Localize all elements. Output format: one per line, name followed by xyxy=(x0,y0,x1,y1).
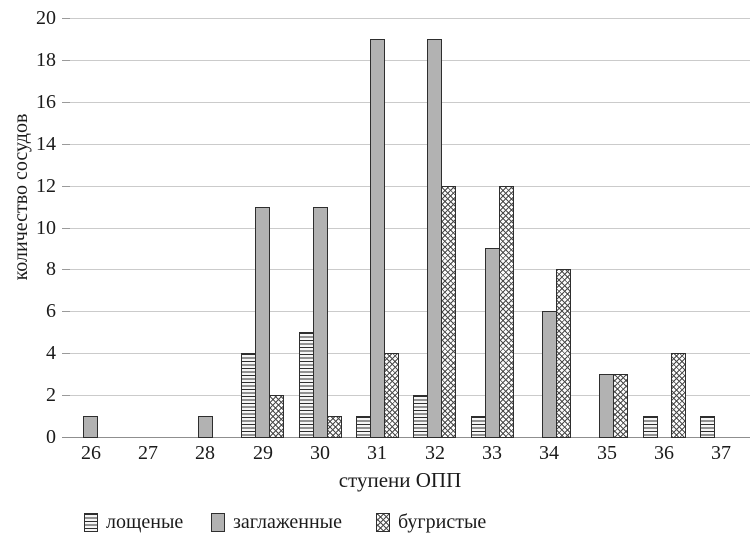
grid-line xyxy=(62,18,750,19)
x-tick-label: 31 xyxy=(367,442,387,464)
bar-cross-31 xyxy=(384,353,399,438)
grid-line xyxy=(62,395,750,396)
y-tick-mark xyxy=(62,18,70,19)
bar-stripes-31 xyxy=(356,416,371,438)
x-tick-label: 37 xyxy=(711,442,731,464)
bar-cross-36 xyxy=(671,353,686,438)
x-axis-line xyxy=(62,437,750,438)
cross-swatch-icon xyxy=(376,512,390,532)
grid-line xyxy=(62,311,750,312)
bar-solid-31 xyxy=(370,39,385,438)
bar-cross-33 xyxy=(499,186,514,438)
y-tick-label: 12 xyxy=(36,175,56,197)
solid-swatch-icon xyxy=(211,512,225,532)
grid-line xyxy=(62,144,750,145)
legend-item-loshchenye: лощеные xyxy=(84,511,183,533)
y-tick-mark xyxy=(62,186,70,187)
legend-label: лощеные xyxy=(106,511,184,533)
bar-stripes-29 xyxy=(241,353,256,438)
y-tick-label: 20 xyxy=(36,7,56,29)
bar-cross-32 xyxy=(441,186,456,438)
y-tick-label: 16 xyxy=(36,91,56,113)
bar-solid-26 xyxy=(83,416,98,438)
grid-line xyxy=(62,228,750,229)
y-tick-mark xyxy=(62,102,70,103)
y-tick-label: 6 xyxy=(46,300,56,322)
bar-stripes-32 xyxy=(413,395,428,438)
x-tick-label: 28 xyxy=(195,442,215,464)
bar-cross-29 xyxy=(269,395,284,438)
bar-cross-34 xyxy=(556,269,571,438)
x-tick-label: 33 xyxy=(482,442,502,464)
grid-line xyxy=(62,269,750,270)
bar-solid-33 xyxy=(485,248,500,438)
bar-cross-35 xyxy=(613,374,628,438)
y-tick-label: 8 xyxy=(46,258,56,280)
x-tick-label: 29 xyxy=(253,442,273,464)
x-tick-label: 36 xyxy=(654,442,674,464)
x-tick-label: 34 xyxy=(539,442,559,464)
y-tick-label: 10 xyxy=(36,217,56,239)
bar-solid-32 xyxy=(427,39,442,438)
legend-item-zaglazhennye: заглаженные xyxy=(211,511,342,533)
bar-solid-28 xyxy=(198,416,213,438)
legend-item-bugristye: бугристые xyxy=(376,511,486,533)
bar-stripes-30 xyxy=(299,332,314,438)
legend-label: заглаженные xyxy=(233,511,342,533)
bar-solid-34 xyxy=(542,311,557,438)
x-tick-label: 27 xyxy=(138,442,158,464)
x-tick-label: 30 xyxy=(310,442,330,464)
y-tick-label: 2 xyxy=(46,384,56,406)
y-tick-mark xyxy=(62,228,70,229)
bar-stripes-37 xyxy=(700,416,715,438)
y-tick-mark xyxy=(62,269,70,270)
bar-solid-30 xyxy=(313,207,328,438)
grid-line xyxy=(62,186,750,187)
x-tick-label: 35 xyxy=(597,442,617,464)
y-tick-label: 18 xyxy=(36,49,56,71)
grid-line xyxy=(62,60,750,61)
y-tick-mark xyxy=(62,60,70,61)
y-tick-label: 4 xyxy=(46,342,56,364)
bar-cross-30 xyxy=(327,416,342,438)
y-tick-label: 0 xyxy=(46,426,56,448)
grid-line xyxy=(62,102,750,103)
y-tick-mark xyxy=(62,395,70,396)
x-tick-label: 26 xyxy=(81,442,101,464)
stripes-swatch-icon xyxy=(84,512,98,532)
bar-solid-35 xyxy=(599,374,614,438)
bar-stripes-36 xyxy=(643,416,658,438)
grid-line xyxy=(62,353,750,354)
y-tick-mark xyxy=(62,144,70,145)
bar-solid-29 xyxy=(255,207,270,438)
y-tick-mark xyxy=(62,353,70,354)
x-tick-label: 32 xyxy=(425,442,445,464)
x-axis-title: ступени ОПП xyxy=(338,468,462,492)
y-tick-mark xyxy=(62,311,70,312)
y-tick-label: 14 xyxy=(36,133,56,155)
bar-stripes-33 xyxy=(471,416,486,438)
legend-label: бугристые xyxy=(398,511,487,533)
